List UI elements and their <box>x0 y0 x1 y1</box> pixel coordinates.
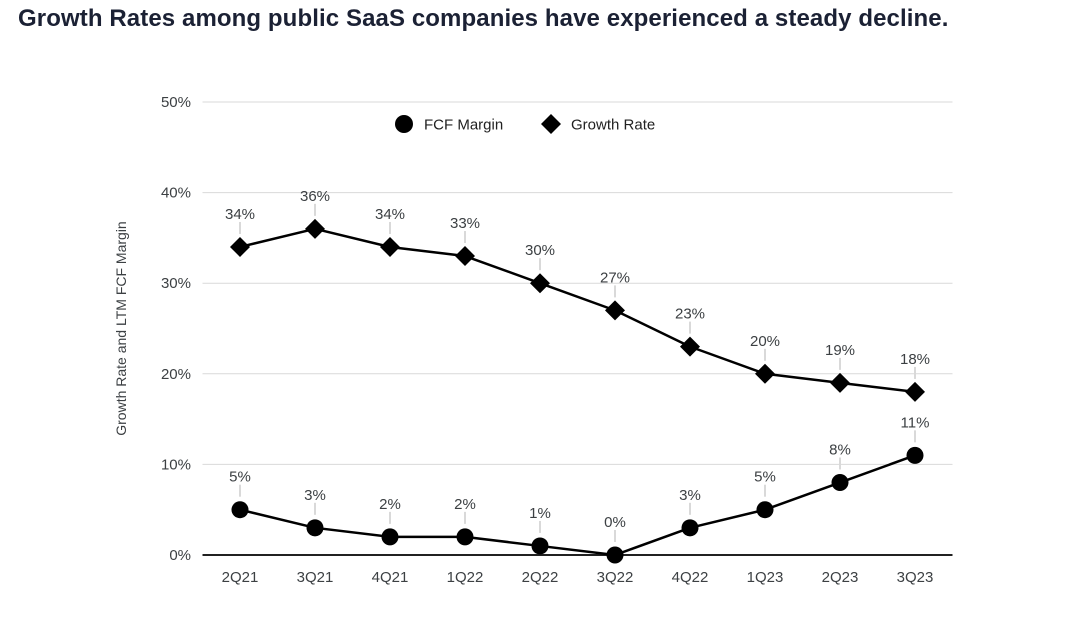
data-point-label: 20% <box>750 333 780 350</box>
data-point-label: 11% <box>901 414 930 431</box>
data-point-label: 3% <box>304 487 326 504</box>
data-point-marker <box>905 381 925 402</box>
data-point-marker <box>831 474 849 492</box>
gridlines <box>202 101 953 556</box>
data-point-label: 0% <box>604 514 626 531</box>
data-point-label: 5% <box>754 469 776 486</box>
data-point-marker <box>381 528 399 546</box>
data-point-label: 34% <box>225 206 255 223</box>
x-tick-label: 3Q21 <box>297 569 334 586</box>
data-point-marker <box>305 218 325 239</box>
y-tick-label: 40% <box>161 185 191 202</box>
x-tick-label: 1Q23 <box>747 569 784 586</box>
x-axis-tick-labels: 2Q21 3Q21 4Q21 1Q22 2Q22 3Q22 4Q22 1Q23 2Q23 3Q23 <box>222 569 934 586</box>
data-point-label: 18% <box>900 351 930 368</box>
data-point-label: 2% <box>454 496 476 513</box>
data-point-marker <box>306 519 324 537</box>
data-point-label: 36% <box>300 188 330 205</box>
data-point-marker <box>830 372 850 393</box>
data-point-marker <box>455 246 475 267</box>
data-point-label: 3% <box>679 487 701 504</box>
legend-item-fcf-margin: FCF Margin <box>395 115 503 134</box>
legend-label: Growth Rate <box>571 117 655 134</box>
data-point-marker <box>756 501 774 519</box>
line-chart: 0% 10% 20% 30% 40% 50% 2Q21 3Q21 4Q21 1Q22 2Q22 3Q2… <box>113 94 953 586</box>
x-tick-label: 4Q22 <box>672 569 709 586</box>
x-tick-label: 2Q23 <box>822 569 859 586</box>
x-tick-label: 2Q22 <box>522 569 559 586</box>
y-tick-label: 0% <box>169 547 191 564</box>
series-fcf-margin: 5% 3% 2% 2% 1% 0% 3% 5% 8% 11% <box>229 414 930 564</box>
data-point-marker <box>681 519 699 537</box>
y-tick-label: 50% <box>161 94 191 111</box>
data-point-label: 23% <box>675 306 705 323</box>
y-tick-label: 20% <box>161 366 191 383</box>
chart-title: Growth Rates among public SaaS companies… <box>18 5 949 32</box>
x-tick-label: 2Q21 <box>222 569 259 586</box>
data-point-marker <box>380 236 400 257</box>
circle-icon <box>395 115 413 133</box>
x-tick-label: 1Q22 <box>447 569 484 586</box>
y-axis-tick-labels: 0% 10% 20% 30% 40% 50% <box>161 94 191 564</box>
y-tick-label: 10% <box>161 456 191 473</box>
legend-label: FCF Margin <box>424 117 503 134</box>
data-point-marker <box>606 546 624 564</box>
data-point-label: 30% <box>525 242 555 259</box>
x-tick-label: 3Q22 <box>597 569 634 586</box>
data-point-label: 27% <box>600 269 630 286</box>
data-point-marker <box>530 273 550 294</box>
series-line <box>238 454 917 557</box>
data-point-label: 1% <box>529 505 551 522</box>
x-tick-label: 4Q21 <box>372 569 409 586</box>
data-point-marker <box>231 501 249 519</box>
data-point-marker <box>906 446 924 464</box>
data-point-marker <box>456 528 474 546</box>
data-point-marker <box>680 336 700 357</box>
y-axis-title: Growth Rate and LTM FCF Margin <box>113 221 129 435</box>
series-line <box>238 227 917 394</box>
data-point-marker <box>230 236 250 257</box>
data-point-label: 34% <box>375 206 405 223</box>
diamond-icon <box>541 114 561 134</box>
legend-item-growth-rate: Growth Rate <box>541 114 655 134</box>
data-point-label: 33% <box>450 215 480 232</box>
data-point-marker <box>605 300 625 321</box>
legend: FCF Margin Growth Rate <box>395 114 655 134</box>
data-point-label: 5% <box>229 469 251 486</box>
series-growth-rate: 34% 36% 34% 33% 30% 27% 23% 20% 19% 18% <box>225 188 930 402</box>
data-point-label: 2% <box>379 496 401 513</box>
x-tick-label: 3Q23 <box>897 569 934 586</box>
data-point-label: 8% <box>829 442 851 459</box>
y-tick-label: 30% <box>161 275 191 292</box>
data-point-marker <box>531 537 549 555</box>
data-point-marker <box>755 363 775 384</box>
data-point-label: 19% <box>825 342 855 359</box>
